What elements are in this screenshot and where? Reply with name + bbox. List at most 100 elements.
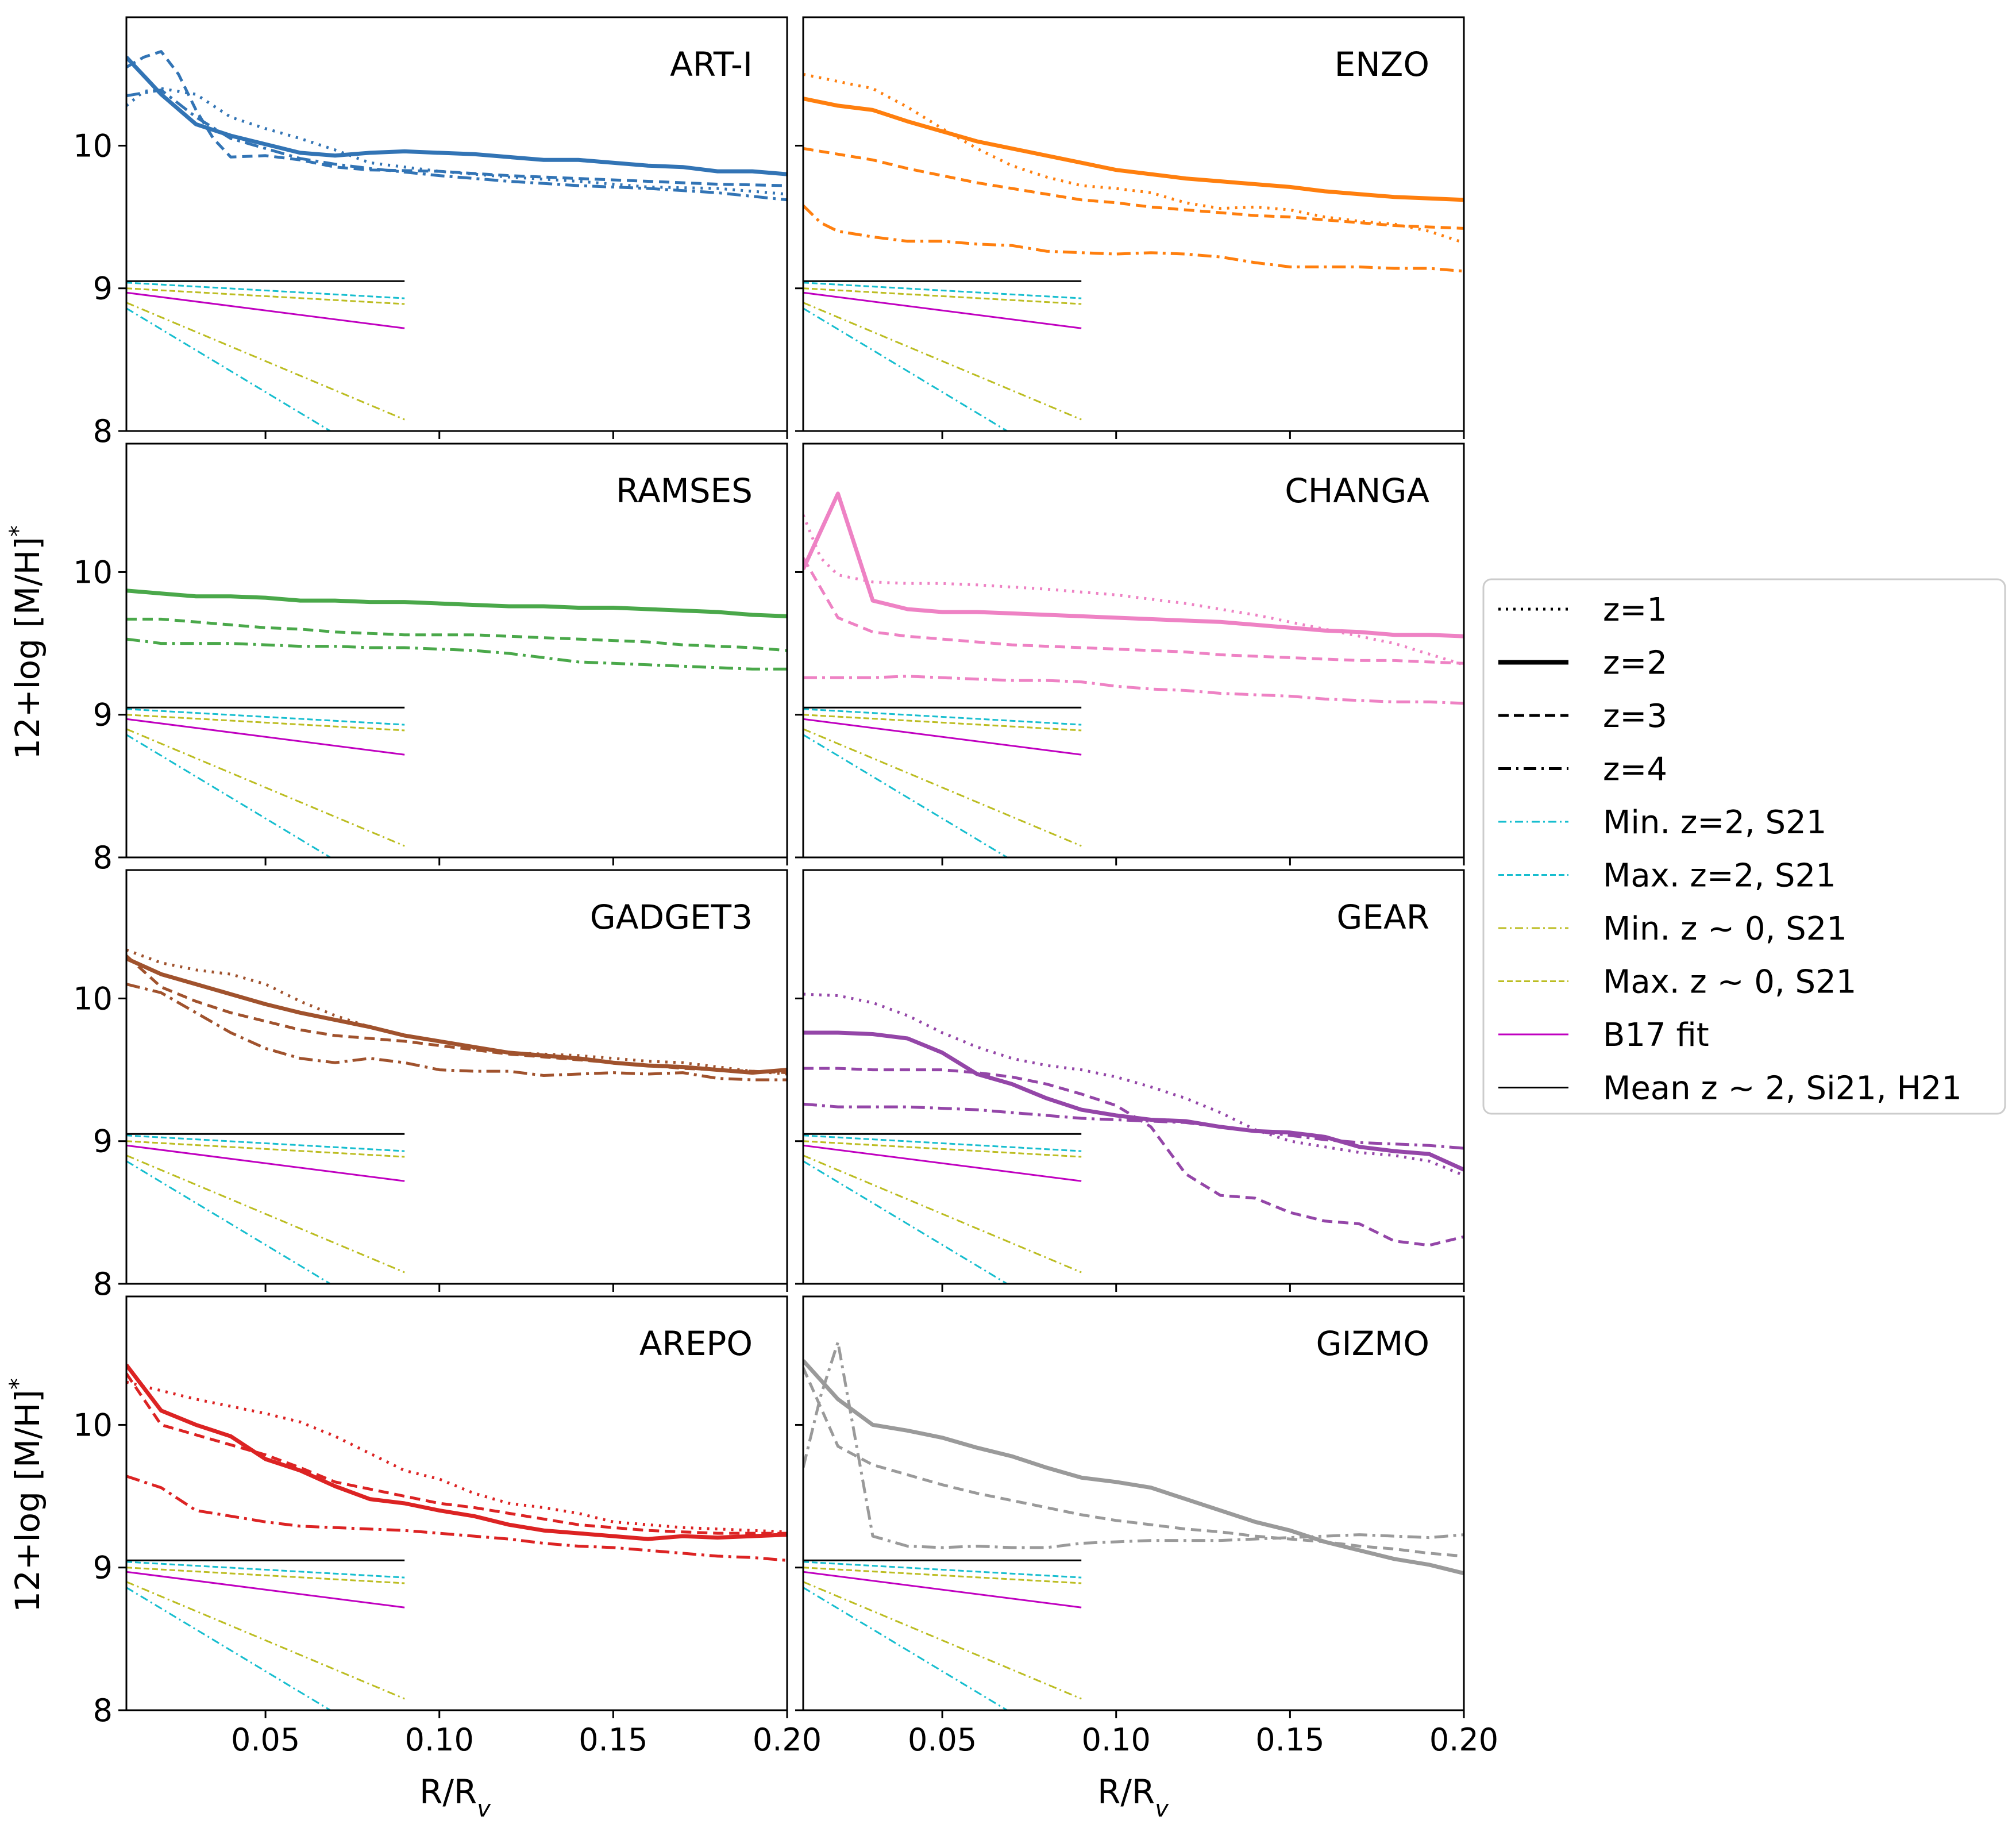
panel-art-i-ref-max-z-2-s21 [126, 282, 405, 299]
panel-gear-ref-max-z-0-s21 [803, 1140, 1082, 1158]
panel-gizmo-ref-max-z-0-s21 [803, 1567, 1082, 1584]
panel-art-i-ytick-label-1: 9 [93, 271, 113, 307]
legend-label-z-3: z=3 [1603, 698, 1667, 735]
panel-arepo-xtick-label-0: 0.05 [231, 1722, 300, 1758]
panel-gadget3-ref-min-z-2-s21 [126, 1160, 332, 1284]
panel-gadget3-series-z-1 [126, 948, 787, 1076]
panel-gizmo-xtick-label-0: 0.05 [908, 1722, 977, 1758]
panel-changa-plot-area [803, 491, 1464, 857]
panel-changa-title: CHANGA [1285, 471, 1429, 510]
panel-enzo-ref-min-z-0-s21 [803, 302, 1082, 421]
panel-changa-ref-min-z-0-s21 [803, 728, 1082, 847]
panel-gadget3-ytick-label-2: 10 [73, 980, 113, 1017]
panel-gadget3-ref-max-z-2-s21 [126, 1134, 405, 1152]
panel-gear-series-z-1 [803, 992, 1464, 1177]
panel-art-i-series-z-2 [126, 56, 787, 176]
panel-art-i-ref-min-z-2-s21 [126, 307, 332, 431]
panel-enzo-ref-min-z-2-s21 [803, 307, 1009, 431]
legend-frame [1482, 578, 2006, 1115]
panel-arepo-ref-max-z-0-s21 [126, 1567, 405, 1584]
panel-art-i-ytick-label-0: 8 [93, 413, 113, 449]
panel-gear-ref-min-z-2-s21 [803, 1160, 1009, 1284]
panel-arepo-ytick-label-1: 9 [93, 1550, 113, 1586]
panel-ramses-ref-b17-fit [126, 718, 405, 756]
panel-gadget3-plot-area [126, 948, 787, 1284]
panel-gear-ref-min-z-0-s21 [803, 1155, 1082, 1273]
panel-arepo-title: AREPO [639, 1324, 753, 1363]
panel-changa-frame [802, 442, 1465, 859]
panel-gadget3-ref-b17-fit [126, 1144, 405, 1182]
panel-gizmo-plot-area [803, 1340, 1464, 1710]
panel-art-i-ref-b17-fit [126, 291, 405, 329]
panel-gizmo-ref-min-z-2-s21 [803, 1587, 1009, 1710]
panel-arepo-series-z-4 [126, 1475, 787, 1562]
panel-gizmo-series-z-4 [803, 1340, 1464, 1549]
legend-label-z-1: z=1 [1603, 591, 1667, 629]
legend-label-z-4: z=4 [1603, 751, 1667, 788]
panel-gizmo-title: GIZMO [1316, 1324, 1429, 1363]
panel-gadget3-series-z-4 [126, 983, 787, 1082]
panel-art-i-series-z-4 [126, 88, 787, 202]
panel-gizmo-ref-b17-fit [803, 1571, 1082, 1608]
panel-art-i-frame [125, 16, 788, 432]
panel-ramses-series-z-2 [126, 588, 787, 618]
panel-gadget3-ytick-label-0: 8 [93, 1266, 113, 1302]
panel-ramses-ytick-label-1: 9 [93, 697, 113, 733]
x-axis-label-right: R/Rv [1097, 1772, 1169, 1822]
panel-arepo-ref-b17-fit [126, 1571, 405, 1608]
y-axis-label-top: 12+log [M/H]* [5, 525, 47, 760]
panel-enzo-ref-max-z-2-s21 [803, 282, 1082, 299]
panel-ramses-ref-min-z-0-s21 [126, 728, 405, 847]
panel-ramses-ref-max-z-2-s21 [126, 708, 405, 726]
panel-changa-series-z-4 [803, 675, 1464, 705]
panel-arepo-plot-area [126, 1364, 787, 1710]
panel-arepo-ytick-label-2: 10 [73, 1407, 113, 1443]
panel-gear-title: GEAR [1336, 898, 1429, 937]
panel-enzo-series-z-3 [803, 147, 1464, 230]
panel-gear-plot-area [803, 992, 1464, 1284]
panel-ramses-series-z-3 [126, 617, 787, 652]
panel-changa-series-z-3 [803, 557, 1464, 665]
panel-gadget3-series-z-3 [126, 955, 787, 1075]
panel-enzo-frame [802, 16, 1465, 432]
panel-changa-ref-b17-fit [803, 718, 1082, 756]
panel-art-i-series-z-1 [126, 87, 787, 196]
panel-gizmo-xtick-label-2: 0.15 [1255, 1722, 1324, 1758]
panel-ramses-plot-area [126, 588, 787, 857]
panel-gizmo-xtick-label-1: 0.10 [1082, 1722, 1151, 1758]
panel-enzo-title: ENZO [1335, 45, 1429, 84]
legend-label-max-z-0-s21: Max. z ~ 0, S21 [1603, 964, 1856, 1001]
panel-ramses-ref-min-z-2-s21 [126, 734, 332, 857]
panel-enzo-series-z-4 [803, 204, 1464, 273]
panel-gizmo-xtick-label-3: 0.20 [1429, 1722, 1498, 1758]
panel-gear-frame [802, 869, 1465, 1285]
panel-ramses-series-z-4 [126, 637, 787, 671]
panel-gadget3-ytick-label-1: 9 [93, 1123, 113, 1160]
panel-arepo-series-z-1 [126, 1380, 787, 1534]
legend-label-mean-z-2-si21-h21: Mean z ~ 2, Si21, H21 [1603, 1070, 1962, 1107]
panel-arepo-xtick-label-2: 0.15 [579, 1722, 647, 1758]
panel-arepo-ref-min-z-2-s21 [126, 1587, 332, 1710]
panel-gizmo-ref-max-z-2-s21 [803, 1561, 1082, 1579]
panel-arepo-xtick-label-3: 0.20 [753, 1722, 822, 1758]
panel-enzo-ref-max-z-0-s21 [803, 287, 1082, 305]
x-axis-label-left: R/Rv [419, 1772, 491, 1822]
panel-arepo-ref-min-z-0-s21 [126, 1581, 405, 1700]
legend-label-max-z-2-s21: Max. z=2, S21 [1603, 857, 1836, 895]
panel-art-i-ytick-label-2: 10 [73, 128, 113, 164]
legend-label-min-z-0-s21: Min. z ~ 0, S21 [1603, 910, 1847, 948]
y-axis-label-bottom: 12+log [M/H]* [5, 1378, 47, 1613]
panel-arepo-frame [125, 1295, 788, 1711]
legend-label-z-2: z=2 [1603, 645, 1667, 682]
panel-ramses-ref-max-z-0-s21 [126, 714, 405, 732]
panel-gadget3-frame [125, 869, 788, 1285]
panel-ramses-frame [125, 442, 788, 859]
legend-label-b17-fit: B17 fit [1603, 1017, 1709, 1054]
legend-label-min-z-2-s21: Min. z=2, S21 [1603, 804, 1826, 841]
panel-gadget3-ref-max-z-0-s21 [126, 1140, 405, 1158]
panel-ramses-title: RAMSES [616, 471, 753, 510]
panel-art-i-ref-min-z-0-s21 [126, 302, 405, 421]
panel-enzo-plot-area [803, 72, 1464, 431]
